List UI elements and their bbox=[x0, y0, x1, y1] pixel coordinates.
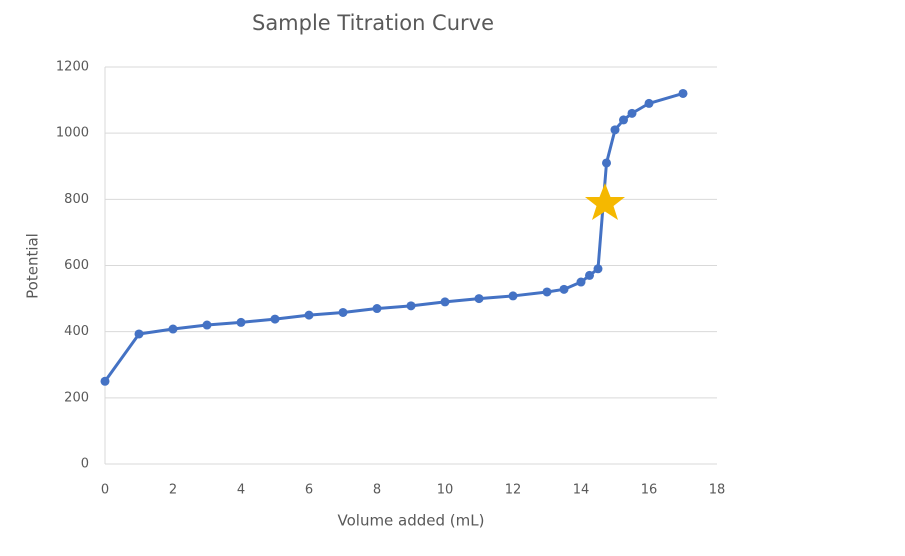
data-point bbox=[678, 88, 688, 98]
x-tick-label: 8 bbox=[373, 483, 381, 498]
x-tick-label: 18 bbox=[709, 483, 726, 498]
y-tick-label: 1000 bbox=[56, 126, 89, 141]
data-point bbox=[644, 98, 654, 108]
data-point bbox=[619, 115, 628, 125]
x-tick-label: 6 bbox=[305, 483, 313, 498]
data-point bbox=[134, 329, 144, 339]
y-tick-label: 400 bbox=[64, 324, 89, 339]
data-point bbox=[508, 291, 518, 301]
data-point bbox=[338, 307, 348, 317]
x-axis-title: Volume added (mL) bbox=[338, 512, 485, 530]
data-point bbox=[602, 158, 611, 168]
data-point bbox=[559, 284, 569, 294]
x-tick-label: 12 bbox=[505, 483, 522, 498]
x-tick-label: 2 bbox=[169, 483, 177, 498]
series-line bbox=[103, 92, 684, 383]
data-point bbox=[585, 270, 594, 280]
data-point bbox=[542, 287, 552, 297]
chart-title: Sample Titration Curve bbox=[252, 11, 494, 35]
data-point bbox=[100, 376, 110, 386]
data-point bbox=[270, 314, 280, 324]
data-point bbox=[236, 317, 246, 327]
y-tick-label: 600 bbox=[64, 258, 89, 273]
plot bbox=[100, 88, 688, 386]
data-point bbox=[406, 301, 416, 311]
data-point bbox=[168, 324, 178, 334]
y-axis-title: Potential bbox=[24, 233, 42, 299]
data-point bbox=[202, 320, 212, 330]
x-tick-label: 14 bbox=[573, 483, 590, 498]
y-tick-label: 1200 bbox=[56, 60, 89, 75]
data-point bbox=[610, 125, 620, 135]
data-point bbox=[593, 264, 603, 274]
x-tick-label: 4 bbox=[237, 483, 245, 498]
data-point bbox=[372, 304, 382, 314]
data-point bbox=[627, 108, 637, 118]
data-point bbox=[576, 277, 586, 287]
x-tick-label: 10 bbox=[437, 483, 454, 498]
x-tick-label: 0 bbox=[101, 483, 109, 498]
grid bbox=[104, 66, 717, 465]
y-tick-label: 200 bbox=[64, 390, 89, 405]
highlight-star bbox=[585, 183, 625, 220]
data-point bbox=[304, 310, 314, 320]
data-point bbox=[474, 294, 484, 304]
x-tick-label: 16 bbox=[641, 483, 658, 498]
y-tick-label: 0 bbox=[81, 457, 89, 472]
y-tick-label: 800 bbox=[64, 192, 89, 207]
data-point bbox=[440, 297, 450, 307]
